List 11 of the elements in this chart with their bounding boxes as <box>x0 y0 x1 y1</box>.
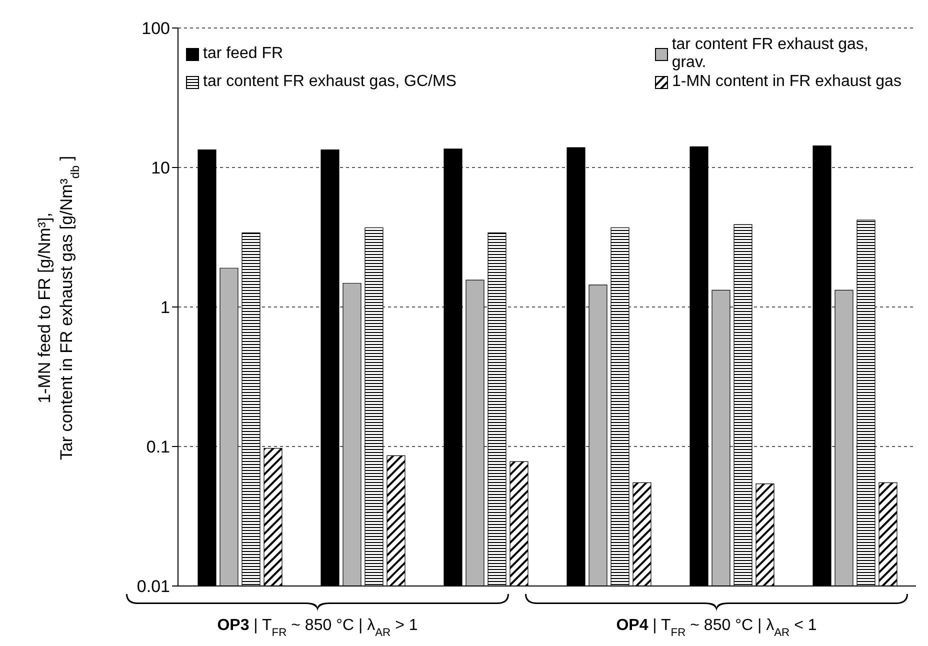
y-tick-label: 0.1 <box>146 438 170 457</box>
legend-label: 1-MN content in FR exhaust gas <box>672 73 902 91</box>
legend-label: tar content FR exhaust gas, GC/MS <box>203 73 456 91</box>
legend-label: tar content FR exhaust gas, grav. <box>672 36 870 72</box>
legend-label: tar feed FR <box>203 45 284 63</box>
y-tick-label: 0.01 <box>136 577 170 596</box>
y-tick-label: 10 <box>151 158 170 178</box>
y-tick-label: 1 <box>160 298 170 318</box>
text: OP3 | T$_{FR}$ ~ 850 °C | λ$_{AR}$ > 1 <box>217 617 418 639</box>
text: OP4 | T$_{FR}$ ~ 850 °C | λ$_{AR}$ < 1 <box>616 617 817 639</box>
y-tick-label: 100 <box>142 19 170 38</box>
